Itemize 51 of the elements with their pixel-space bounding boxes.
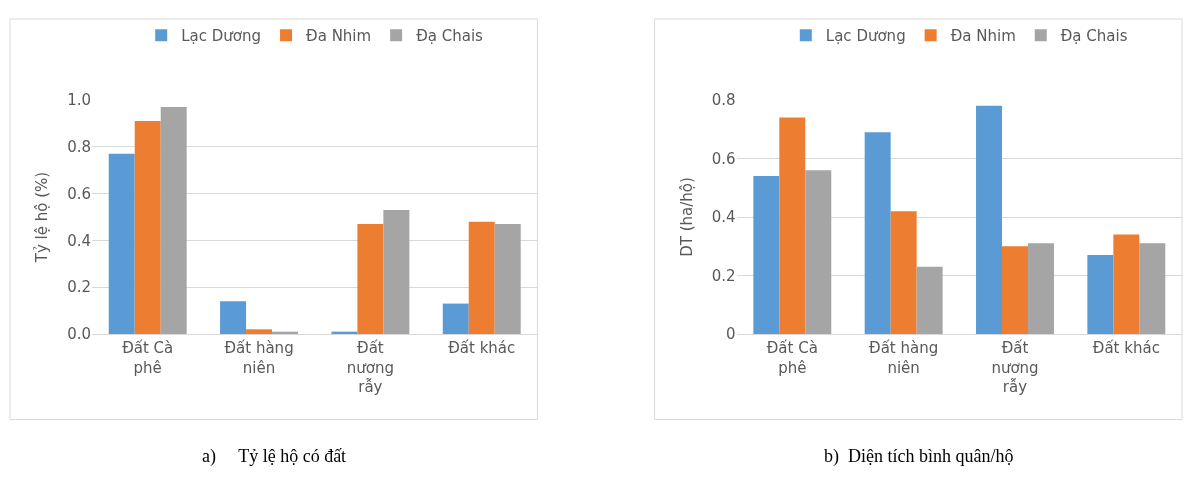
y-tick-label: 1.0 <box>67 91 92 110</box>
y-tick-label: 0.6 <box>711 149 736 168</box>
bar <box>976 105 1002 334</box>
text: a) Tỷ lệ hộ có đất <box>202 446 347 467</box>
bar <box>1002 246 1028 334</box>
y-tick-label: 0.2 <box>67 278 92 297</box>
bar <box>160 107 187 334</box>
y-axis-title: Tỷ lệ hộ (%) <box>33 171 52 264</box>
y-axis-title: DT (ha/hộ) <box>678 177 697 257</box>
y-tick-label: 0.6 <box>67 184 92 203</box>
x-tick-label: Đất khác <box>448 339 516 357</box>
legend-label: Lạc Dương <box>825 27 906 46</box>
y-tick-label: 0.4 <box>67 231 92 250</box>
y-tick-label: 0.2 <box>711 266 736 285</box>
bar <box>468 221 495 334</box>
x-tick-label: Đất nương rẫy <box>346 339 395 396</box>
bar <box>1139 243 1166 334</box>
bar <box>1027 243 1054 334</box>
x-tick-label: Đất nương rẫy <box>991 339 1039 396</box>
bar <box>442 303 469 334</box>
bar <box>246 329 273 334</box>
bar <box>890 211 917 334</box>
bar <box>916 266 943 334</box>
bar <box>1087 255 1114 334</box>
legend-label: Đa Nhim <box>306 27 372 46</box>
x-tick-label: Đất hàng niên <box>869 339 939 377</box>
bar <box>108 153 135 334</box>
x-tick-label: Đất khác <box>1092 339 1160 357</box>
y-tick-label: 0.8 <box>711 91 736 110</box>
bar <box>357 224 384 334</box>
x-tick-label: Đất hàng niên <box>224 339 294 377</box>
bar <box>134 121 161 334</box>
y-tick-label: 0.0 <box>67 325 92 344</box>
text: b) Diện tích bình quân/hộ <box>824 446 1014 467</box>
legend-label: Đạ Chais <box>416 27 484 46</box>
bar <box>805 170 832 334</box>
x-tick-label: Đất Cà phê <box>766 339 818 377</box>
bar <box>494 224 521 334</box>
bar <box>753 176 780 334</box>
y-tick-label: 0.4 <box>711 208 736 227</box>
bar <box>220 301 247 334</box>
y-tick-label: 0.8 <box>67 138 92 157</box>
legend-label: Đa Nhim <box>950 27 1016 46</box>
legend-label: Lạc Dương <box>181 27 262 46</box>
bar <box>1113 234 1140 334</box>
bar <box>864 132 891 334</box>
x-tick-label: Đất Cà phê <box>122 339 174 377</box>
legend-label: Đạ Chais <box>1060 27 1128 46</box>
bar <box>779 117 806 334</box>
y-tick-label: 0 <box>726 325 736 344</box>
bar <box>383 209 410 334</box>
